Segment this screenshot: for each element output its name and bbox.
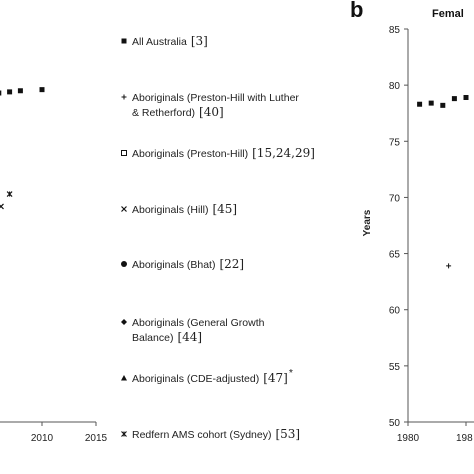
legend-marker (121, 431, 127, 437)
panel-b-letter: b (350, 0, 363, 22)
panel-a-x-ticks: 2010 2015 (31, 422, 108, 444)
legend-label: Aboriginals (General Growth (132, 317, 265, 329)
legend-ref: [22] (219, 257, 244, 271)
panel-b-y-tick-label: 70 (389, 193, 401, 204)
legend-marker (121, 38, 127, 44)
legend-marker (121, 319, 127, 325)
legend-ref: [53] (275, 427, 300, 441)
legend-item: Redfern AMS cohort (Sydney) [53] (121, 427, 300, 441)
legend-ref: [44] (177, 330, 202, 344)
panel-b-x-ticks: 1980 198 (397, 422, 473, 444)
panel-a: 2010 2015 (0, 87, 108, 444)
panel-a-point (7, 89, 13, 95)
panel-b-point (446, 263, 452, 269)
panel-b-point (451, 96, 457, 102)
panel-b-y-tick-label: 80 (389, 81, 401, 92)
legend-label-cont: Balance) (132, 332, 173, 344)
panel-b-y-tick-label: 75 (389, 137, 401, 148)
panel-b-x-tick-label: 1980 (397, 433, 420, 444)
legend-item: Aboriginals (General Growth Balance) [44] (121, 317, 265, 344)
panel-b-y-tick-label: 85 (389, 25, 401, 36)
legend-marker (121, 94, 127, 100)
panel-b-points (417, 94, 469, 269)
legend-item: All Australia [3] (121, 34, 208, 48)
legend-item: Aboriginals (CDE-adjusted) [47] * (121, 367, 293, 385)
legend-ref: [15,24,29] (252, 146, 315, 160)
legend-marker (121, 206, 127, 212)
legend-ref-sup: * (289, 367, 293, 379)
panel-b-y-tick-label: 55 (389, 362, 401, 373)
y-axis-title: Years (362, 209, 373, 236)
legend-label: All Australia (132, 36, 187, 48)
panel-b-y-tick-label: 50 (389, 418, 401, 429)
panel-a-x-tick-label: 2010 (31, 433, 54, 444)
legend-label: Aboriginals (Bhat) (132, 259, 215, 271)
legend-item: Aboriginals (Hill) [45] (121, 202, 237, 216)
legend-ref: [40] (199, 105, 224, 119)
panel-b-point (440, 102, 446, 108)
legend-label: Aboriginals (Preston-Hill with Luther (132, 92, 299, 104)
legend-ref: [47] (263, 371, 288, 385)
panel-a-point (17, 88, 23, 94)
panel-b: b Femal Years 50 55 60 65 70 75 80 85 1980 198 (350, 0, 474, 444)
legend-item: Aboriginals (Preston-Hill) [15,24,29] (121, 146, 315, 160)
panel-a-point (0, 90, 2, 96)
legend-label: Aboriginals (Preston-Hill) (132, 148, 248, 160)
legend-ref: [3] (191, 34, 208, 48)
panel-a-point (6, 191, 13, 197)
panel-a-points (0, 87, 45, 210)
legend-item: Aboriginals (Bhat) [22] (121, 257, 244, 271)
legend-label: Redfern AMS cohort (Sydney) (132, 429, 271, 441)
legend-label: Aboriginals (Hill) (132, 204, 208, 216)
panel-b-point (428, 100, 434, 106)
legend-ref: [45] (212, 202, 237, 216)
legend-item: Aboriginals (Preston-Hill with Luther & R… (121, 92, 299, 119)
panel-a-edge-point (0, 203, 4, 210)
legend-label-cont: & Retherford) (132, 107, 195, 119)
legend-label: Aboriginals (CDE-adjusted) (132, 373, 259, 385)
legend-marker (121, 261, 127, 267)
panel-b-title: Femal (432, 8, 464, 20)
panel-a-x-tick-label: 2015 (85, 433, 108, 444)
legend: All Australia [3] Aboriginals (Preston-Hil… (121, 34, 315, 441)
panel-b-point (417, 101, 423, 107)
panel-b-y-ticks: 50 55 60 65 70 75 80 85 (389, 25, 408, 429)
panel-b-point (463, 94, 469, 100)
panel-b-x-tick-label: 198 (456, 433, 473, 444)
panel-b-y-tick-label: 60 (389, 306, 401, 317)
legend-marker (121, 375, 127, 381)
legend-marker (121, 150, 127, 156)
panel-a-point (39, 87, 45, 93)
panel-b-y-tick-label: 65 (389, 250, 401, 261)
